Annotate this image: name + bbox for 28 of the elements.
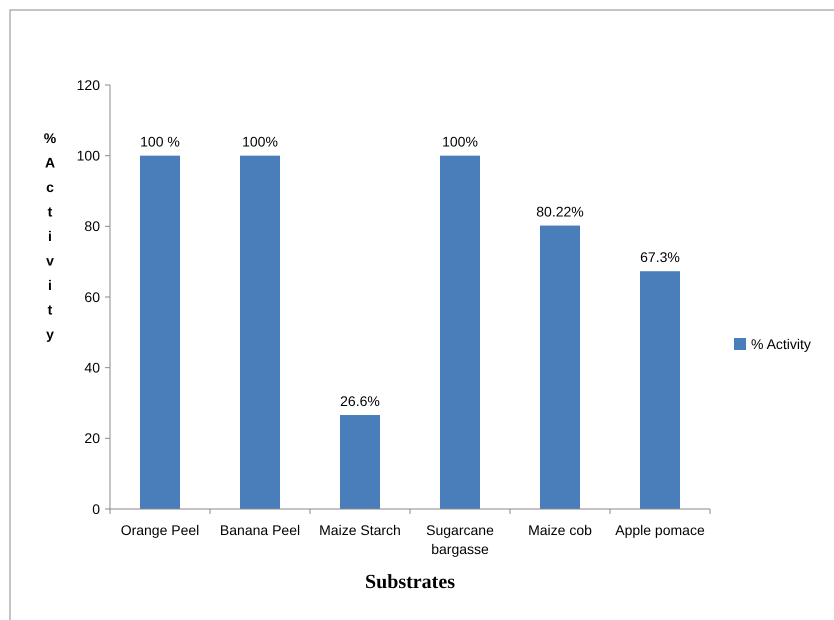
- bar: [140, 156, 180, 509]
- y-tick-label: 100: [76, 148, 100, 164]
- y-tick-label: 120: [76, 76, 100, 93]
- y-tick-label: 20: [84, 430, 100, 446]
- x-tick-label: Orange Peel: [120, 522, 200, 538]
- legend-label: % Activity: [751, 336, 811, 352]
- data-label: 100 %: [140, 134, 180, 150]
- y-tick-label: 80: [84, 218, 100, 234]
- x-tick-label: Maize Starch: [319, 522, 401, 538]
- y-tick-label: 60: [84, 288, 100, 305]
- bar: [540, 226, 580, 509]
- y-tick-label: 0: [92, 500, 100, 517]
- x-tick-label: Apple pomace: [615, 522, 705, 538]
- bar: [340, 415, 380, 509]
- data-label: 100%: [242, 134, 278, 150]
- x-tick-label: Sugarcane bargasse: [426, 522, 494, 557]
- bar: [440, 156, 480, 509]
- data-label: 80.22%: [536, 204, 584, 220]
- x-tick-label: Maize cob: [528, 522, 592, 538]
- data-label: 26.6%: [340, 393, 380, 410]
- y-tick-label: 40: [84, 360, 100, 376]
- x-tick-label: Banana Peel: [220, 522, 300, 538]
- data-label: 100%: [442, 134, 478, 150]
- text: % Activity: [44, 130, 56, 342]
- bar: [240, 156, 280, 509]
- x-axis-title: Substrates: [364, 571, 456, 593]
- bar: [640, 271, 680, 509]
- data-label: 67.3%: [640, 249, 680, 266]
